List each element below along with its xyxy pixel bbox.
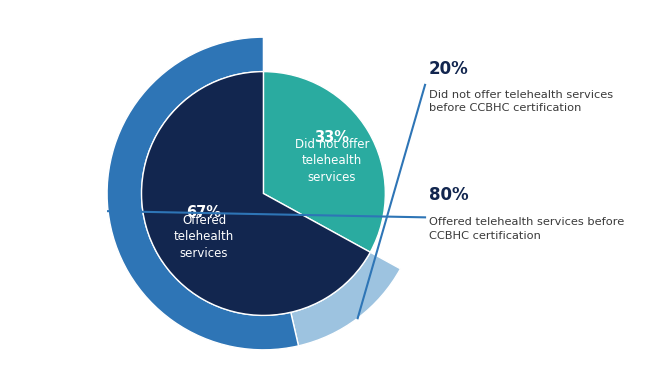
Text: Offered
telehealth
services: Offered telehealth services (174, 214, 234, 260)
Wedge shape (107, 37, 299, 350)
Wedge shape (291, 252, 400, 346)
Text: 33%: 33% (314, 130, 350, 145)
Wedge shape (141, 72, 370, 315)
Text: Offered telehealth services before
CCBHC certification: Offered telehealth services before CCBHC… (429, 217, 624, 241)
Text: Did not offer
telehealth
services: Did not offer telehealth services (295, 138, 369, 184)
Wedge shape (264, 72, 385, 252)
Text: 20%: 20% (429, 60, 469, 78)
Text: 80%: 80% (429, 186, 469, 204)
Text: Did not offer telehealth services
before CCBHC certification: Did not offer telehealth services before… (429, 90, 613, 113)
Text: 67%: 67% (187, 205, 221, 220)
